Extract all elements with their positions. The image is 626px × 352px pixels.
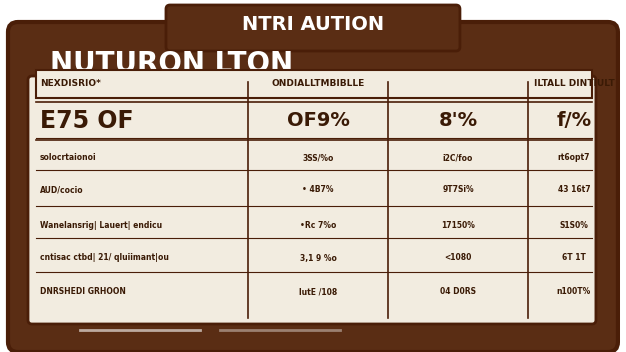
FancyBboxPatch shape — [28, 76, 596, 324]
FancyBboxPatch shape — [166, 5, 460, 51]
Text: 04 D0RS: 04 D0RS — [440, 288, 476, 296]
Text: 3,1 9 %o: 3,1 9 %o — [299, 253, 336, 263]
Text: ONDIALLTMBIBLLE: ONDIALLTMBIBLLE — [271, 80, 364, 88]
Text: n100T%: n100T% — [557, 288, 591, 296]
Text: i2C/foo: i2C/foo — [443, 153, 473, 163]
Text: <1080: <1080 — [444, 253, 471, 263]
Text: OF9%: OF9% — [287, 112, 349, 131]
FancyBboxPatch shape — [8, 22, 618, 352]
Text: ILTALL DINTIULT: ILTALL DINTIULT — [533, 80, 614, 88]
Text: 9T7Si%: 9T7Si% — [442, 186, 474, 195]
Text: 43 16t7: 43 16t7 — [558, 186, 590, 195]
Text: S1S0%: S1S0% — [560, 221, 588, 231]
FancyBboxPatch shape — [36, 70, 592, 98]
Text: cntisac ctbd| 21/ qluiimant|ou: cntisac ctbd| 21/ qluiimant|ou — [40, 253, 169, 263]
Text: 3SS/%o: 3SS/%o — [302, 153, 334, 163]
Text: •Rc 7%o: •Rc 7%o — [300, 221, 336, 231]
Text: DNRSHEDI GRHOON: DNRSHEDI GRHOON — [40, 288, 126, 296]
Text: lutE /108: lutE /108 — [299, 288, 337, 296]
Text: NUTURON LTON: NUTURON LTON — [50, 50, 293, 78]
Text: NTRI AUTION: NTRI AUTION — [242, 15, 384, 34]
Text: E75 OF: E75 OF — [40, 109, 133, 133]
Text: 8'%: 8'% — [438, 112, 478, 131]
Text: solocrtaionoi: solocrtaionoi — [40, 153, 96, 163]
Text: 6T 1T: 6T 1T — [562, 253, 586, 263]
FancyBboxPatch shape — [36, 102, 592, 140]
Text: AUD/cocio: AUD/cocio — [40, 186, 84, 195]
Text: f/%: f/% — [557, 112, 592, 131]
Text: 17150%: 17150% — [441, 221, 475, 231]
Text: Wanelansrig| Lauert| endicu: Wanelansrig| Lauert| endicu — [40, 221, 162, 231]
Text: NEXDISRIO*: NEXDISRIO* — [40, 80, 101, 88]
Text: • 4B7%: • 4B7% — [302, 186, 334, 195]
Text: rt6opt7: rt6opt7 — [558, 153, 590, 163]
